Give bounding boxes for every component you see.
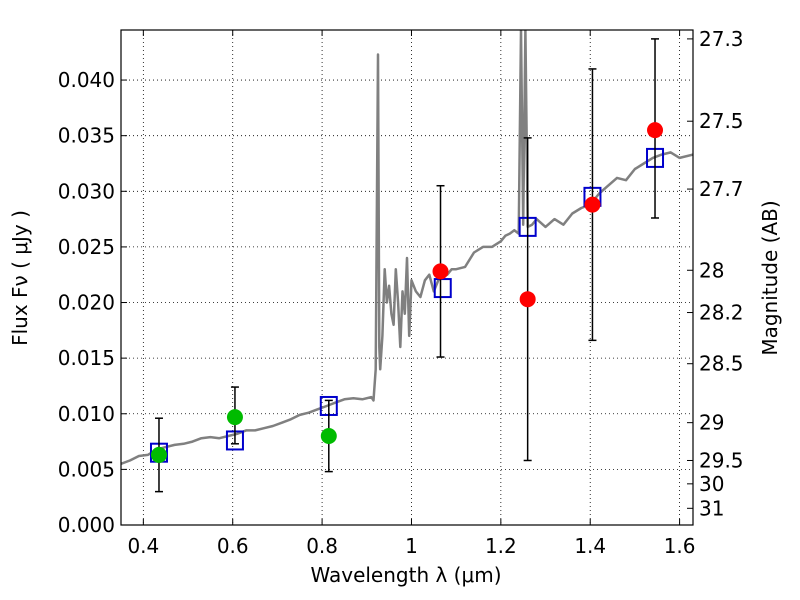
- y-tick-label: 0.000: [58, 513, 115, 537]
- photometry-point: [226, 409, 243, 426]
- x-tick-label: 1.2: [485, 534, 517, 558]
- y-tick-label: 0.035: [58, 124, 115, 148]
- plot-data: [121, 30, 693, 493]
- x-tick-label: 0.4: [127, 534, 159, 558]
- photometry-point: [647, 122, 664, 139]
- y2-tick-label: 27.5: [699, 109, 744, 133]
- photometry-point: [519, 291, 536, 308]
- y-tick-label: 0.025: [58, 235, 115, 259]
- y2-axis-label: Magnitude (AB): [758, 200, 782, 355]
- y2-tick-label: 29.5: [699, 448, 744, 472]
- y2-tick-label: 28.5: [699, 352, 744, 376]
- x-tick-label: 1.6: [664, 534, 696, 558]
- y-axis-label: Flux Fν ( μJy ): [8, 210, 32, 346]
- y2-tick-label: 29: [699, 411, 724, 435]
- y2-tick-label: 30: [699, 472, 724, 496]
- model-square-marker: [433, 278, 452, 299]
- y-tick-label: 0.005: [58, 457, 115, 481]
- photometry-point: [432, 263, 449, 280]
- y2-tick-label: 28: [699, 258, 724, 282]
- x-tick-label: 1.4: [574, 534, 606, 558]
- y2-tick-label: 31: [699, 496, 724, 520]
- y2-tick-label: 27.7: [699, 177, 744, 201]
- photometry-point: [584, 196, 601, 213]
- photometry-point: [150, 446, 167, 463]
- axis-ticks: 0.4 0.6 0.8 1 1.2 1.4 1.6 0.000 0.005 0.010 0.015 0…: [58, 27, 744, 558]
- spectrum-line: [121, 30, 693, 465]
- plot-series: [121, 30, 693, 493]
- y-tick-label: 0.040: [58, 68, 115, 92]
- x-axis-label: Wavelength λ (μm): [310, 563, 501, 587]
- y-tick-label: 0.010: [58, 402, 115, 426]
- photometry-point: [320, 428, 337, 445]
- plot-frame: [120, 29, 694, 526]
- x-tick-label: 0.6: [217, 534, 249, 558]
- y2-tick-label: 28.2: [699, 301, 744, 325]
- x-tick-label: 0.8: [306, 534, 338, 558]
- y-tick-label: 0.020: [58, 291, 115, 315]
- y-tick-label: 0.030: [58, 179, 115, 203]
- y-tick-label: 0.015: [58, 346, 115, 370]
- x-tick-label: 1: [405, 534, 418, 558]
- y2-tick-label: 27.3: [699, 27, 744, 51]
